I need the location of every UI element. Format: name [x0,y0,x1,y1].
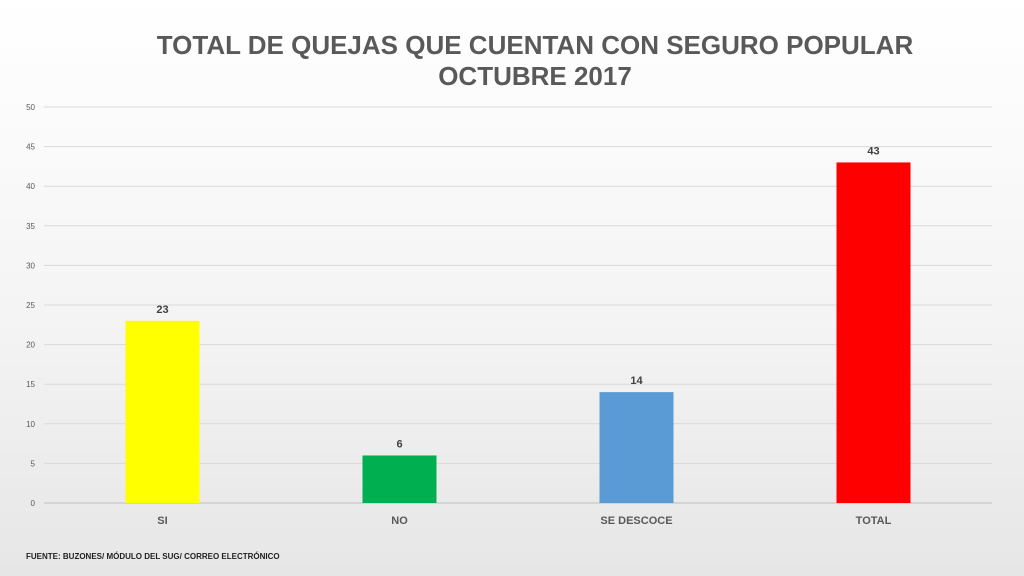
y-tick-label: 20 [26,341,35,350]
chart-title-line-2: OCTUBRE 2017 [438,61,632,91]
data-labels: 23 6 14 43 [156,145,879,450]
x-axis-category-labels: SI NO SE DESCOCE TOTAL [157,515,891,527]
gridlines [44,106,992,504]
y-tick-label: 45 [26,143,35,152]
y-tick-label: 30 [26,261,35,270]
bar-se-descoce [599,392,674,503]
bar-total [836,162,911,503]
chart-title-line-1: TOTAL DE QUEJAS QUE CUENTAN CON SEGURO P… [156,30,914,60]
y-tick-label: 50 [26,103,35,112]
data-label: 6 [396,438,402,450]
y-tick-label: 15 [26,380,35,389]
y-tick-label: 0 [31,499,36,508]
bar-si [125,320,200,503]
y-tick-label: 25 [26,301,35,310]
source-footnote: FUENTE: BUZONES/ MÓDULO DEL SUG/ CORREO … [26,552,280,561]
y-tick-label: 5 [31,459,36,468]
y-tick-label: 10 [26,420,35,429]
bar-no [362,455,437,503]
x-category-label: TOTAL [856,515,892,527]
y-axis-tick-labels: 0 5 10 15 20 25 30 35 40 45 50 [26,103,35,508]
y-tick-label: 35 [26,222,35,231]
x-category-label: SE DESCOCE [600,515,672,527]
data-label: 14 [630,375,643,387]
data-label: 43 [867,145,879,157]
x-category-label: NO [391,515,408,527]
y-tick-label: 40 [26,182,35,191]
data-label: 23 [156,304,168,316]
chart-title: TOTAL DE QUEJAS QUE CUENTAN CON SEGURO P… [0,30,1024,92]
bars [125,162,911,503]
x-category-label: SI [157,515,167,527]
